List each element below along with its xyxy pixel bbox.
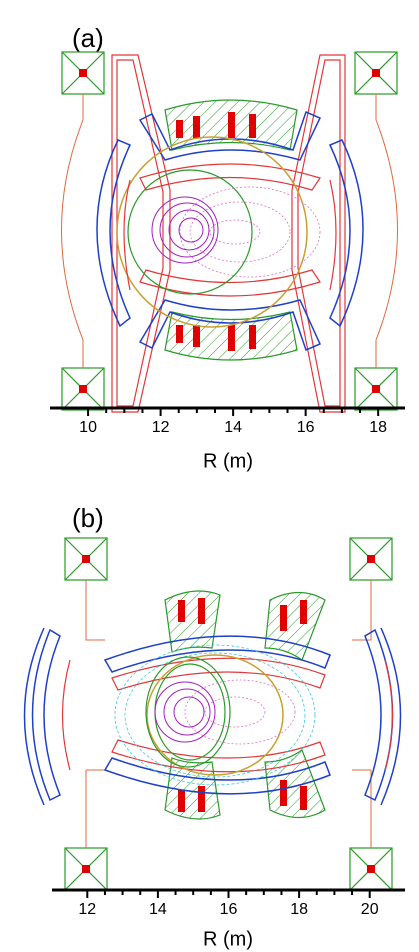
diagram-a [62,52,398,412]
tick-label: 12 [152,419,170,436]
tick-label: 16 [297,419,315,436]
tick-label: 20 [361,901,379,918]
figure: (a) 10 12 14 16 18 R (m) [0,0,419,952]
tick-label: 14 [224,419,242,436]
tick-label: 18 [290,901,308,918]
tick-label: 18 [369,419,387,436]
panel-label: (a) [72,23,104,53]
axis-title: R (m) [203,928,253,950]
tick-label: 12 [78,901,96,918]
tick-label: 16 [220,901,238,918]
tick-label: 14 [149,901,167,918]
ticks: 12 14 16 18 20 [78,890,378,918]
axis-title: R (m) [203,450,253,472]
panel-a: (a) 10 12 14 16 18 R (m) [50,23,405,472]
tick-label: 10 [79,419,97,436]
diagram-b [25,538,401,890]
panel-label: (b) [72,503,104,533]
